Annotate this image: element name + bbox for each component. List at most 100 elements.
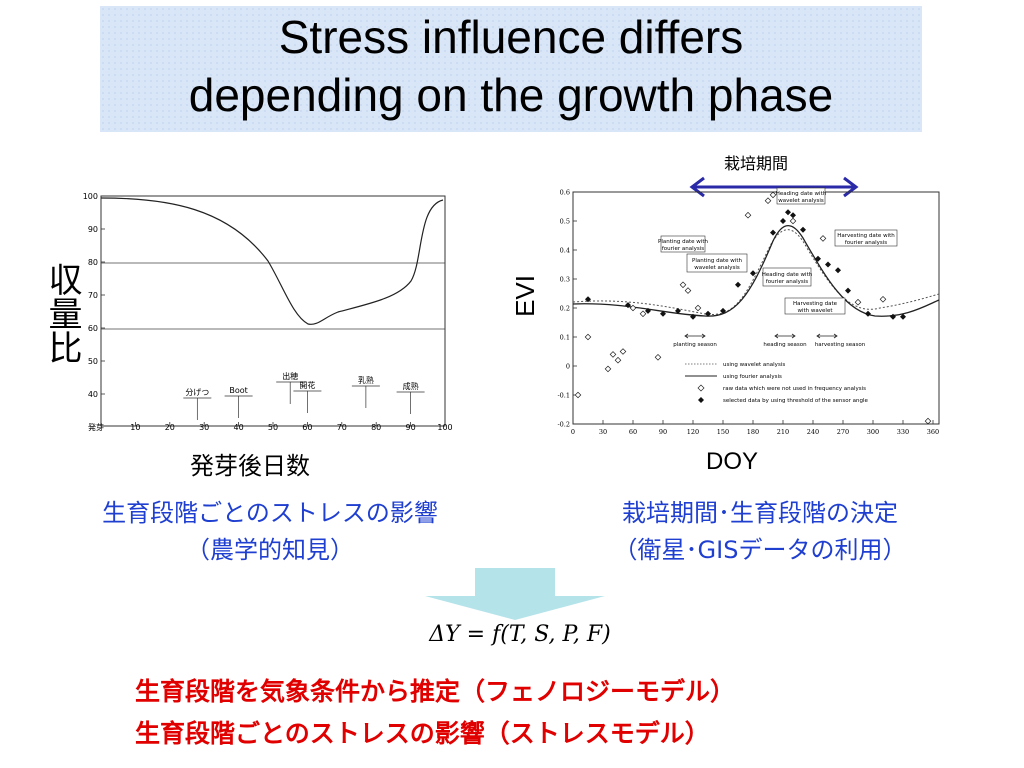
selected-data-point bbox=[705, 310, 711, 317]
right-xtick-label: 30 bbox=[599, 428, 607, 436]
left-chart-xlabel: 発芽後日数 bbox=[190, 452, 310, 480]
raw-data-point bbox=[769, 191, 777, 199]
selected-data-point bbox=[865, 310, 871, 317]
box-planting-fourier-l2: fourier analysis bbox=[662, 246, 704, 252]
raw-data-point bbox=[574, 391, 582, 399]
selected-data-point bbox=[815, 255, 821, 262]
right-xtick-label: 60 bbox=[629, 428, 637, 436]
stage-label: 出穂 bbox=[282, 371, 298, 381]
raw-data-point bbox=[679, 281, 687, 289]
bottom-line-1: 生育段階を気象条件から推定（フェノロジーモデル） bbox=[135, 677, 736, 706]
right-xtick-label: 150 bbox=[717, 428, 729, 436]
stage-label: 開花 bbox=[299, 380, 315, 390]
box-planting-wavelet: Planting date with wavelet analysis bbox=[686, 253, 748, 273]
box-planting-fourier: Planting date with fourier analysis bbox=[658, 235, 708, 253]
selected-data-point bbox=[720, 307, 726, 314]
bottom-line-2: 生育段階ごとのストレスの影響（ストレスモデル） bbox=[135, 719, 710, 748]
left-xtick-label: 80 bbox=[371, 423, 381, 432]
right-xtick-label: 360 bbox=[927, 428, 939, 436]
left-ytick-label: 90 bbox=[88, 225, 98, 234]
box-harvesting-wavelet: Harvesting date with wavelet bbox=[784, 297, 846, 315]
selected-data-point bbox=[660, 310, 666, 317]
selected-data-point bbox=[690, 313, 696, 320]
selected-data-point bbox=[770, 229, 776, 236]
left-xtick-label: 40 bbox=[234, 423, 244, 432]
period-arrow bbox=[689, 176, 859, 198]
box-heading-fourier-l1: Heading date with bbox=[762, 272, 813, 278]
raw-data-point bbox=[619, 348, 627, 355]
right-caption-2: （衛星･GISデータの利用） bbox=[613, 536, 907, 564]
right-ytick-label: 0.5 bbox=[560, 218, 570, 226]
down-arrow bbox=[425, 568, 605, 620]
raw-data-point bbox=[879, 296, 887, 303]
left-ytick-label: 100 bbox=[83, 192, 98, 201]
legend-raw: raw data which were not used in frequenc… bbox=[723, 386, 866, 392]
raw-data-point bbox=[789, 217, 797, 225]
right-ytick-label: 0.3 bbox=[560, 276, 570, 284]
left-chart-ylabel: 収量比 bbox=[42, 262, 82, 364]
right-chart-xlabel: DOY bbox=[706, 448, 759, 475]
box-harvesting-fourier-l2: fourier analysis bbox=[845, 240, 887, 246]
title-line-2: depending on the growth phase bbox=[188, 69, 834, 121]
raw-data-point bbox=[744, 211, 752, 219]
right-xtick-label: 0 bbox=[571, 428, 575, 436]
selected-data-point bbox=[585, 296, 591, 303]
box-harvesting-wavelet-l2: with wavelet bbox=[798, 308, 834, 314]
left-ytick-label: 40 bbox=[88, 390, 98, 399]
raw-data-point bbox=[584, 333, 592, 341]
box-heading-wavelet-l2: wavelet analysis bbox=[778, 198, 824, 204]
left-chart-frame bbox=[100, 195, 446, 427]
period-label: 栽培期間 bbox=[724, 154, 789, 173]
left-xtick-label: 70 bbox=[337, 423, 347, 432]
right-ytick-label: -0.1 bbox=[557, 392, 570, 400]
raw-data-point bbox=[614, 356, 622, 364]
left-ytick-label: 70 bbox=[88, 291, 98, 300]
left-caption-1: 生育段階ごとのストレスの影響 bbox=[102, 499, 438, 527]
selected-data-point bbox=[845, 287, 851, 294]
legend-selected: selected data by using threshold of the … bbox=[723, 398, 869, 404]
title-background bbox=[100, 6, 922, 132]
right-ytick-label: 0.6 bbox=[560, 189, 570, 197]
right-ytick-label: -0.2 bbox=[557, 421, 570, 429]
selected-data-point bbox=[735, 281, 741, 288]
right-chart-ylabel: EVI bbox=[510, 275, 540, 317]
box-planting-wavelet-l2: wavelet analysis bbox=[694, 265, 740, 271]
left-xtick-label: 100 bbox=[437, 423, 452, 432]
left-ytick-label: 80 bbox=[88, 258, 98, 267]
box-heading-wavelet: Heading date with wavelet analysis bbox=[776, 187, 827, 205]
right-ytick-label: 0 bbox=[566, 363, 570, 371]
slide-title: Stress influence differs depending on th… bbox=[100, 8, 922, 124]
raw-data-point bbox=[819, 235, 827, 242]
right-ytick-label: 0.1 bbox=[560, 334, 570, 342]
left-xtick-label: 90 bbox=[406, 423, 416, 432]
box-heading-fourier-l2: fourier analysis bbox=[766, 279, 808, 285]
box-heading-fourier: Heading date with fourier analysis bbox=[762, 267, 813, 287]
right-ytick-label: 0.2 bbox=[560, 305, 570, 313]
stage-label: Boot bbox=[229, 386, 247, 395]
selected-data-point bbox=[835, 267, 841, 274]
wavelet-curve bbox=[572, 229, 940, 315]
right-xtick-label: 270 bbox=[837, 428, 849, 436]
raw-data-point bbox=[604, 365, 612, 373]
box-harvesting-wavelet-l1: Harvesting date bbox=[793, 301, 838, 307]
left-xtick-label: 発芽 bbox=[88, 422, 104, 432]
season-heading: heading season bbox=[763, 342, 807, 348]
box-planting-wavelet-l1: Planting date with bbox=[692, 258, 742, 264]
raw-data-point bbox=[639, 310, 647, 318]
raw-data-point bbox=[764, 197, 772, 204]
right-xtick-label: 300 bbox=[867, 428, 879, 436]
selected-data-point bbox=[900, 313, 906, 320]
selected-data-point bbox=[780, 218, 786, 224]
raw-data-point bbox=[609, 351, 617, 358]
selected-data-point bbox=[645, 307, 651, 314]
box-heading-wavelet-l1: Heading date with bbox=[776, 191, 827, 197]
box-harvesting-fourier: Harvesting date with fourier analysis bbox=[834, 229, 898, 247]
left-ytick-label: 50 bbox=[88, 357, 98, 366]
right-chart-legend: using wavelet analysis using fourier ana… bbox=[685, 362, 869, 404]
right-xtick-label: 90 bbox=[659, 428, 667, 436]
raw-data-point bbox=[684, 287, 692, 294]
right-xtick-label: 330 bbox=[897, 428, 909, 436]
selected-data-point bbox=[790, 212, 796, 219]
left-xtick-label: 20 bbox=[165, 423, 175, 432]
